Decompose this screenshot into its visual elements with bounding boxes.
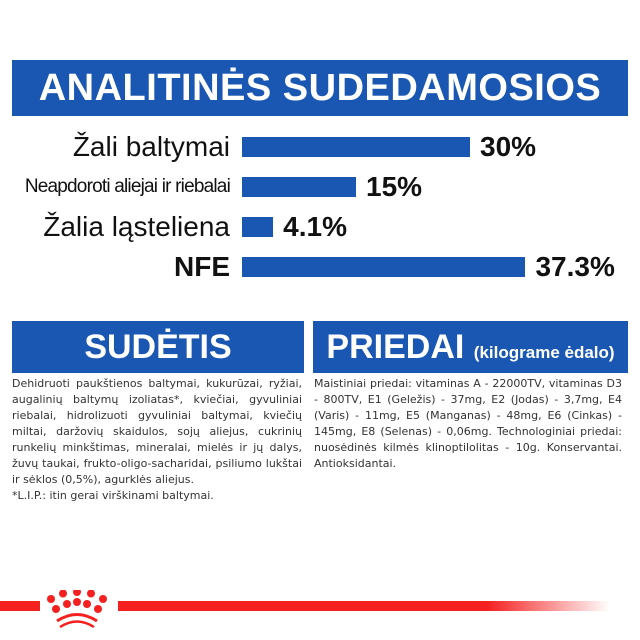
- analytics-value: 15%: [366, 171, 423, 202]
- composition-ingredients: Dehidruoti paukštienos baltymai, kukurūz…: [12, 377, 302, 486]
- analytics-row: Žalia ląsteliena 4.1%: [0, 209, 640, 245]
- additives-text: Maistiniai priedai: vitaminas A - 22000T…: [314, 377, 622, 470]
- analytics-bar: [242, 257, 526, 277]
- analytics-row: Žali baltymai 30%: [0, 129, 640, 165]
- analytics-label: Žalia ląsteliena: [43, 211, 230, 242]
- analytics-label: Neapdoroti aliejai ir riebalai: [24, 176, 231, 197]
- analytics-bar: [242, 137, 470, 157]
- royal-canin-crown-logo: [47, 590, 107, 629]
- analytics-value: 4.1%: [283, 211, 347, 242]
- analytics-row: NFE 37.3%: [0, 249, 640, 285]
- composition-text: Dehidruoti paukštienos baltymai, kukurūz…: [12, 376, 302, 504]
- composition-note: *L.I.P.: itin gerai virškinami baltymai.: [12, 489, 214, 502]
- additives-subtitle: (kilograme ėdalo): [473, 343, 615, 362]
- analytics-bar: [242, 217, 274, 237]
- red-line-right: [118, 601, 610, 611]
- additives-title: PRIEDAI: [326, 328, 465, 366]
- analytics-bar: [242, 177, 356, 197]
- additives-heading: PRIEDAI (kilograme ėdalo): [313, 321, 628, 373]
- analytics-title: ANALITINĖS SUDEDAMOSIOS DALYS: [12, 60, 628, 165]
- analytics-value: 37.3%: [535, 251, 615, 282]
- red-line-left: [0, 601, 40, 611]
- analytics-value: 30%: [480, 131, 537, 162]
- analytics-label: NFE: [174, 251, 230, 282]
- analytics-label: Žali baltymai: [72, 131, 230, 162]
- composition-heading: SUDĖTIS: [12, 321, 304, 373]
- analytics-row: Neapdoroti aliejai ir riebalai 15%: [0, 169, 640, 205]
